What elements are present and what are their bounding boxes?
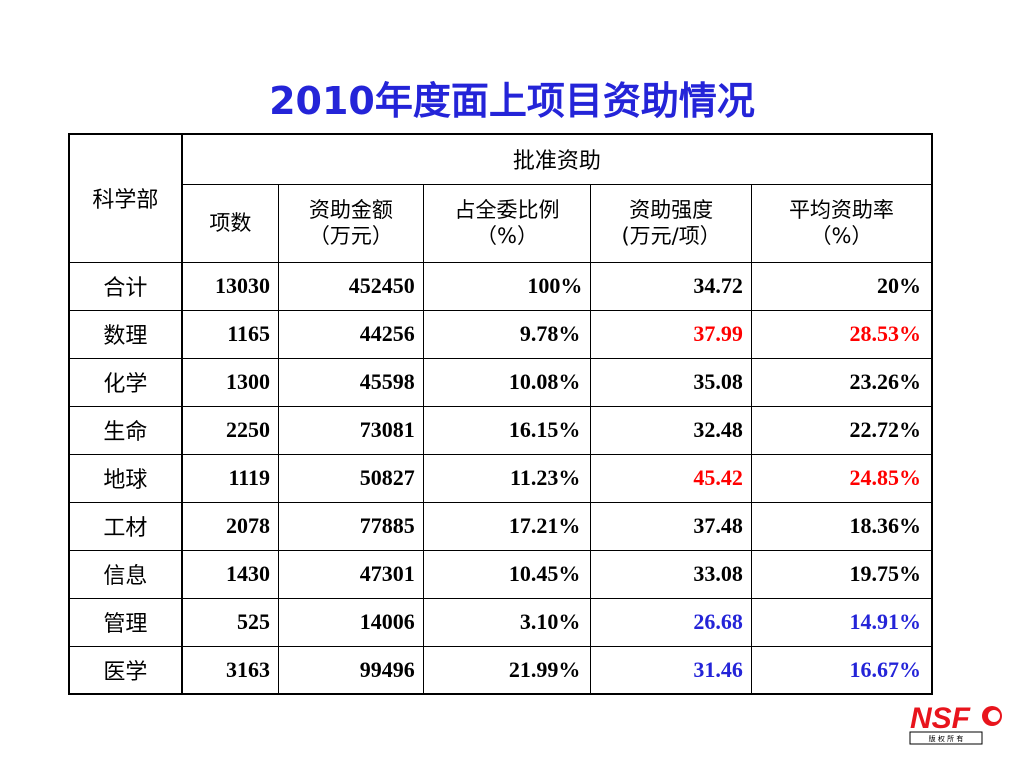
share-cell: 10.45% [422, 549, 592, 599]
rate-cell: 23.26% [750, 357, 933, 407]
rate-cell: 20% [750, 261, 933, 311]
col-header-count: 项数 [181, 183, 280, 263]
count-cell: 1165 [181, 309, 280, 359]
dept-cell: 工材 [68, 501, 183, 551]
dept-cell: 化学 [68, 357, 183, 407]
dept-cell: 医学 [68, 645, 183, 695]
intensity-cell: 26.68 [590, 597, 752, 647]
amount-cell: 99496 [278, 645, 424, 695]
table-row: 地球 1119 50827 11.23% 45.42 24.85% [68, 453, 933, 503]
rate-cell: 16.67% [750, 645, 933, 695]
dept-cell: 地球 [68, 453, 183, 503]
rate-cell: 14.91% [750, 597, 933, 647]
rate-cell: 28.53% [750, 309, 933, 359]
intensity-cell: 37.99 [590, 309, 752, 359]
table-row: 化学 1300 45598 10.08% 35.08 23.26% [68, 357, 933, 407]
rate-cell: 24.85% [750, 453, 933, 503]
header-row-group: 科学部 批准资助 [68, 133, 933, 263]
rate-cell: 19.75% [750, 549, 933, 599]
col-header-amount: 资助金额 （万元） [278, 183, 424, 263]
table-row: 信息 1430 47301 10.45% 33.08 19.75% [68, 549, 933, 599]
count-cell: 13030 [181, 261, 280, 311]
amount-cell: 44256 [278, 309, 424, 359]
amount-cell: 47301 [278, 549, 424, 599]
group-header: 批准资助 [181, 133, 933, 185]
col-header-intensity: 资助强度 (万元/项） [590, 183, 752, 263]
logo-caption: 版 权 所 有 [929, 734, 964, 743]
share-cell: 9.78% [422, 309, 592, 359]
amount-cell: 77885 [278, 501, 424, 551]
count-cell: 2250 [181, 405, 280, 455]
header-row-columns: 项数 资助金额 （万元） 占全委比例 （%） 资助强度 (万元/项） 平均资助率 （%） [69, 183, 933, 263]
intensity-cell: 33.08 [590, 549, 752, 599]
amount-cell: 50827 [278, 453, 424, 503]
nsfc-logo: NSF 版 权 所 有 [908, 700, 1002, 746]
share-cell: 16.15% [422, 405, 592, 455]
logo-wordmark: NSF [910, 702, 971, 735]
page-title: 2010年度面上项目资助情况 [269, 79, 755, 123]
table-row: 工材 2078 77885 17.21% 37.48 18.36% [68, 501, 933, 551]
amount-cell: 14006 [278, 597, 424, 647]
share-cell: 21.99% [422, 645, 592, 695]
intensity-cell: 32.48 [590, 405, 752, 455]
count-cell: 1119 [181, 453, 280, 503]
funding-table: 科学部 批准资助 项数 资助金额 （万元） 占全委比例 （%） 资助强度 (万元/项）… [68, 133, 933, 695]
table-row: 生命 2250 73081 16.15% 32.48 22.72% [68, 405, 933, 455]
intensity-cell: 37.48 [590, 501, 752, 551]
share-cell: 100% [422, 261, 592, 311]
rate-cell: 22.72% [750, 405, 933, 455]
dept-cell: 管理 [68, 597, 183, 647]
count-cell: 525 [181, 597, 280, 647]
table-row: 医学 3163 99496 21.99% 31.46 16.67% [68, 645, 933, 695]
table-row: 管理 525 14006 3.10% 26.68 14.91% [68, 597, 933, 647]
dept-cell: 数理 [68, 309, 183, 359]
amount-cell: 73081 [278, 405, 424, 455]
intensity-cell: 31.46 [590, 645, 752, 695]
table-row: 合计 13030 452450 100% 34.72 20% [68, 261, 933, 311]
count-cell: 1300 [181, 357, 280, 407]
count-cell: 3163 [181, 645, 280, 695]
dept-header: 科学部 [68, 133, 183, 263]
intensity-cell: 45.42 [590, 453, 752, 503]
share-cell: 10.08% [422, 357, 592, 407]
table-row: 数理 1165 44256 9.78% 37.99 28.53% [68, 309, 933, 359]
intensity-cell: 34.72 [590, 261, 752, 311]
dept-cell: 生命 [68, 405, 183, 455]
dept-cell: 合计 [68, 261, 183, 311]
share-cell: 11.23% [422, 453, 592, 503]
amount-cell: 45598 [278, 357, 424, 407]
rate-cell: 18.36% [750, 501, 933, 551]
dept-cell: 信息 [68, 549, 183, 599]
count-cell: 1430 [181, 549, 280, 599]
share-cell: 17.21% [422, 501, 592, 551]
count-cell: 2078 [181, 501, 280, 551]
col-header-share: 占全委比例 （%） [422, 183, 592, 263]
share-cell: 3.10% [422, 597, 592, 647]
amount-cell: 452450 [278, 261, 424, 311]
intensity-cell: 35.08 [590, 357, 752, 407]
col-header-rate: 平均资助率 （%） [750, 183, 933, 263]
